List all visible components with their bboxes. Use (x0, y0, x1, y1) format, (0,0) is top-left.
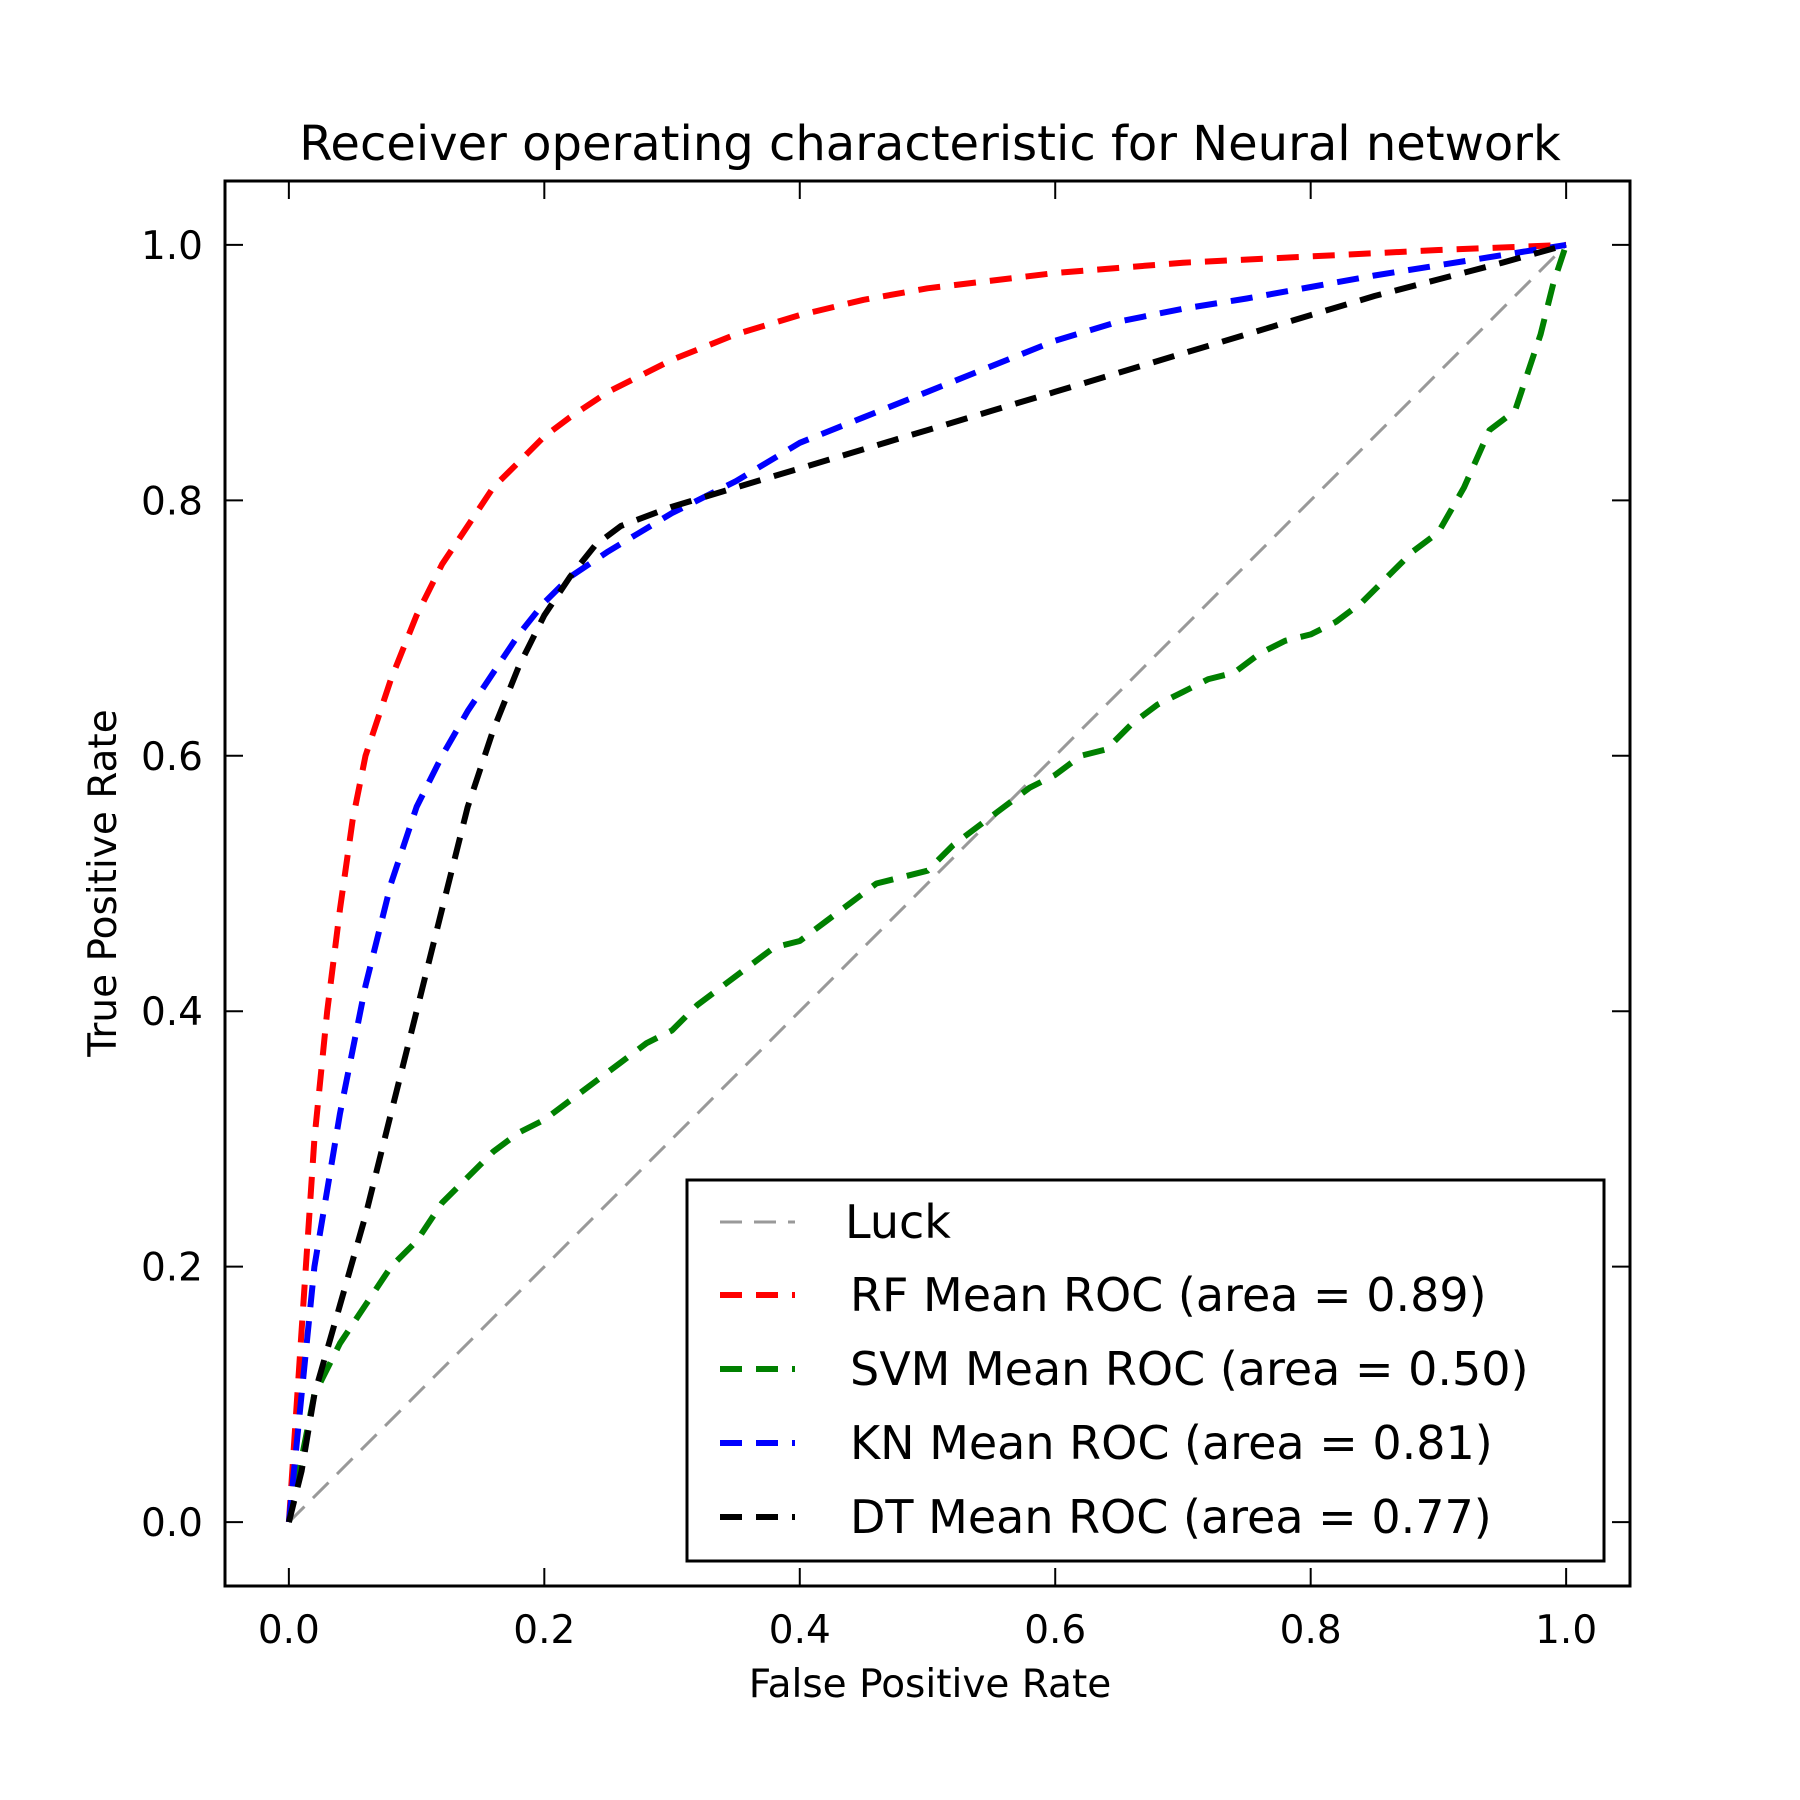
chart-title: Receiver operating characteristic for Ne… (299, 116, 1561, 172)
legend: Luck RF Mean ROC (area = 0.89) SVM Mean RO… (685, 1178, 1606, 1563)
series-lines (285, 241, 1569, 1524)
series-line-0 (287, 243, 1568, 1524)
x-tick-label: 0.4 (769, 1608, 831, 1653)
x-tick-label: 1.0 (1535, 1608, 1597, 1653)
y-tick-label: 0.4 (141, 990, 203, 1035)
legend-label: RF Mean ROC (area = 0.89) (850, 1268, 1487, 1322)
series-line-4 (285, 242, 1567, 1523)
legend-label: DT Mean ROC (area = 0.77) (850, 1490, 1492, 1544)
legend-label: KN Mean ROC (area = 0.81) (850, 1416, 1493, 1470)
legend-entry-4: DT Mean ROC (area = 0.77) (720, 1490, 1492, 1544)
y-tick-label: 0.2 (141, 1246, 203, 1291)
legend-entry-0: Luck (720, 1195, 951, 1249)
x-tick-label: 0.8 (1280, 1608, 1342, 1653)
legend-entry-2: SVM Mean ROC (area = 0.50) (720, 1342, 1529, 1396)
series-line-2 (285, 243, 1569, 1523)
legend-label: Luck (845, 1195, 951, 1249)
x-tick-label: 0.0 (258, 1608, 320, 1653)
y-tick-label: 1.0 (141, 224, 203, 269)
y-tick-label: 0.0 (141, 1501, 203, 1546)
legend-label: SVM Mean ROC (area = 0.50) (850, 1342, 1529, 1396)
legend-entry-1: RF Mean ROC (area = 0.89) (720, 1268, 1487, 1322)
y-axis-label: True Positive Rate (81, 709, 126, 1057)
legend-box (685, 1178, 1606, 1563)
series-line-1 (285, 241, 1567, 1523)
y-tick-label: 0.8 (141, 479, 203, 524)
y-tick-label: 0.6 (141, 735, 203, 780)
series-line-3 (285, 241, 1567, 1523)
x-tick-label: 0.2 (513, 1608, 575, 1653)
legend-entry-3: KN Mean ROC (area = 0.81) (720, 1416, 1493, 1470)
x-tick-label: 0.6 (1024, 1608, 1086, 1653)
plot-frame (223, 179, 1632, 1588)
x-axis-label: False Positive Rate (749, 1662, 1111, 1707)
axis-ticks: 0.0 0.2 0.4 0.6 0.8 1.0 0.0 0.2 0.4 0.6 0.8 1.0 (141, 181, 1630, 1653)
